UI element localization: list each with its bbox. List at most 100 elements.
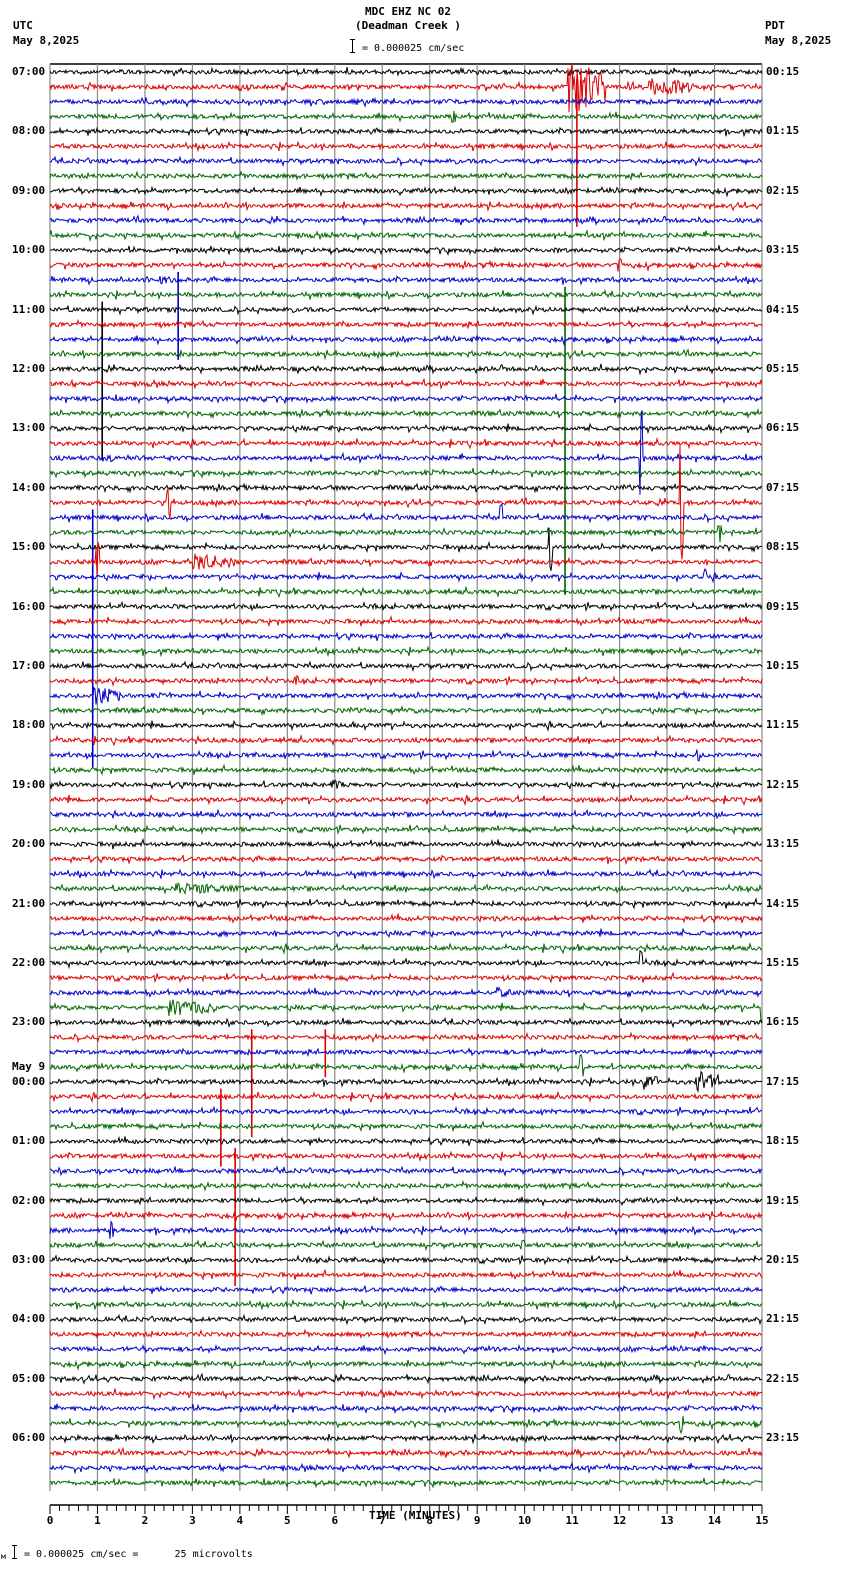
station-title: MDC EHZ NC 02 <box>364 5 452 18</box>
seismic-trace <box>49 1239 763 1252</box>
scale-label: = 0.000025 cm/sec <box>362 43 465 54</box>
seismic-trace <box>49 482 763 494</box>
seismic-trace <box>49 1446 763 1459</box>
seismic-trace <box>49 645 763 658</box>
seismic-trace <box>49 1090 763 1104</box>
x-axis-label: TIME (MINUTES) <box>369 1509 462 1522</box>
seismic-trace <box>49 1165 763 1177</box>
seismic-trace <box>49 837 763 850</box>
seismic-trace <box>49 525 763 543</box>
pdt-hour-label: 05:15 <box>766 362 800 375</box>
station-location: (Deadman Creek ) <box>355 19 461 32</box>
seismic-trace <box>49 63 763 113</box>
seismic-trace <box>49 1210 763 1223</box>
left-timezone: UTC <box>13 19 33 32</box>
seismic-trace <box>49 1461 763 1475</box>
pdt-hour-label: 12:15 <box>766 777 800 791</box>
utc-hour-label: 23:00 <box>12 1015 46 1029</box>
utc-hour-label: 19:00 <box>12 777 46 791</box>
seismic-trace <box>49 1120 763 1133</box>
utc-hour-label: 22:00 <box>12 956 46 969</box>
utc-hour-label: 03:00 <box>12 1253 46 1266</box>
seismic-trace <box>49 854 763 866</box>
seismic-trace <box>49 155 763 168</box>
seismic-trace <box>49 66 763 78</box>
seismic-trace <box>49 185 763 198</box>
seismic-trace <box>49 733 763 747</box>
seismic-trace <box>49 999 763 1024</box>
seismic-trace <box>49 140 763 153</box>
seismic-trace <box>49 436 763 450</box>
x-tick-label: 11 <box>565 1514 579 1527</box>
seismic-trace <box>49 568 763 584</box>
seismic-trace <box>49 1433 763 1445</box>
seismic-trace <box>49 1477 763 1489</box>
seismic-trace <box>49 704 763 717</box>
seismic-trace <box>49 363 763 376</box>
seismic-trace <box>49 674 763 687</box>
seismic-trace <box>49 1135 763 1147</box>
seismic-trace <box>50 1254 763 1266</box>
seismic-trace <box>49 1220 763 1239</box>
x-tick-label: 8 <box>426 1514 434 1527</box>
seismic-trace <box>49 1372 763 1385</box>
left-date: May 8,2025 <box>13 34 80 47</box>
utc-hour-label: 06:00 <box>12 1431 46 1445</box>
seismic-trace <box>49 1387 763 1401</box>
seismic-trace <box>49 927 763 940</box>
utc-hour-label: 10:00 <box>12 243 46 257</box>
utc-hour-label: 21:00 <box>12 896 46 910</box>
x-tick-label: 0 <box>46 1514 54 1527</box>
seismic-trace <box>49 170 763 181</box>
x-tick-label: 5 <box>284 1514 291 1527</box>
pdt-hour-label: 18:15 <box>766 1134 800 1148</box>
seismic-trace <box>49 600 763 612</box>
x-tick-label: 15 <box>755 1514 769 1527</box>
seismic-trace <box>49 749 763 762</box>
utc-hour-label: 04:00 <box>12 1312 46 1326</box>
seismic-trace <box>49 1046 763 1059</box>
seismic-trace <box>49 660 763 673</box>
seismic-trace <box>49 1403 763 1415</box>
seismic-trace <box>49 334 763 347</box>
pdt-hour-label: 14:15 <box>766 896 800 910</box>
seismic-trace <box>49 868 763 880</box>
seismic-trace <box>49 214 763 227</box>
seismic-trace <box>49 502 763 524</box>
seismic-trace <box>50 377 763 390</box>
pdt-hour-label: 08:15 <box>766 540 800 554</box>
footer-prefix: м <box>1 1552 6 1561</box>
seismic-trace <box>49 1343 762 1356</box>
seismic-trace <box>49 348 763 361</box>
pdt-hour-label: 06:15 <box>766 421 800 435</box>
x-tick-label: 3 <box>189 1514 196 1527</box>
seismic-trace <box>49 126 763 138</box>
seismic-trace <box>49 527 763 571</box>
x-tick-label: 2 <box>141 1514 149 1527</box>
utc-hour-label: 14:00 <box>12 480 46 494</box>
pdt-hour-label: 07:15 <box>766 480 800 494</box>
seismic-trace <box>49 686 763 705</box>
seismic-trace <box>49 542 763 576</box>
seismic-trace <box>49 110 763 123</box>
pdt-hour-label: 22:15 <box>766 1371 800 1385</box>
utc-hour-label: 08:00 <box>12 124 46 138</box>
pdt-hour-label: 17:15 <box>766 1074 800 1088</box>
utc-hour-label: 13:00 <box>12 421 46 435</box>
seismic-trace <box>49 1328 763 1340</box>
pdt-hour-label: 04:15 <box>766 302 800 316</box>
seismic-trace <box>49 971 763 984</box>
seismic-trace <box>49 1053 763 1077</box>
footer-scale-bar-icon <box>12 1545 17 1559</box>
date-change-label: May 9 <box>12 1059 46 1073</box>
seismic-trace <box>49 245 763 256</box>
utc-hour-label: 20:00 <box>12 837 46 851</box>
seismic-trace <box>49 96 763 108</box>
utc-hour-label: 07:00 <box>12 65 46 78</box>
pdt-hour-label: 00:15 <box>766 65 800 78</box>
x-tick-label: 9 <box>473 1514 481 1527</box>
seismic-trace <box>49 200 763 212</box>
seismic-trace <box>49 304 763 316</box>
seismic-trace <box>49 393 763 405</box>
